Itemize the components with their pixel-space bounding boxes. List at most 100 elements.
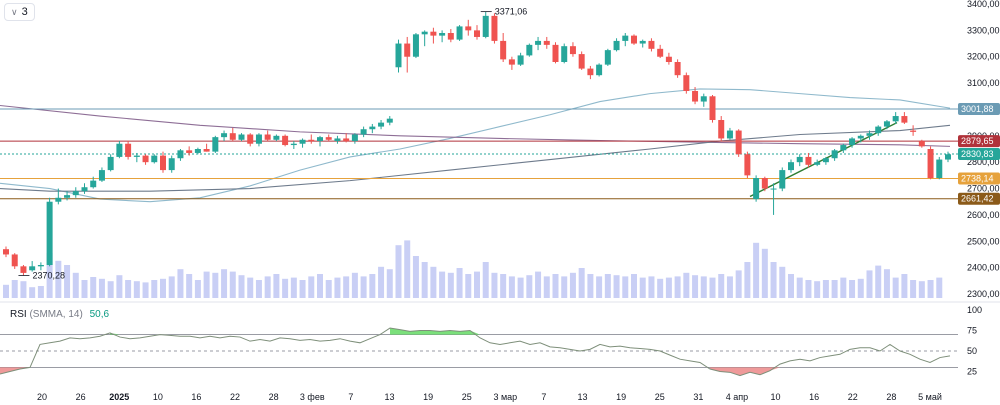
volume-bar: [247, 277, 254, 298]
volume-bar: [814, 281, 821, 298]
volume-bar: [81, 280, 88, 298]
level-price-label: 2738,14: [961, 173, 994, 183]
candle-body: [604, 50, 611, 65]
volume-bar: [395, 245, 402, 298]
candle-body: [412, 34, 419, 57]
volume-bar: [107, 281, 114, 298]
volume-bar: [151, 280, 158, 298]
x-tick-label: 20: [37, 392, 47, 402]
volume-bar: [683, 272, 690, 298]
volume-bar: [875, 265, 882, 298]
volume-bar: [221, 269, 228, 298]
volume-bar: [665, 277, 672, 298]
volume-bar: [343, 276, 350, 298]
candle-body: [857, 135, 864, 139]
volume-bar: [447, 272, 454, 298]
volume-bar: [604, 274, 611, 298]
volume-bar: [500, 274, 507, 298]
volume-bar: [46, 253, 53, 298]
candle-body: [552, 44, 559, 62]
price-tick-label: 3300,00: [967, 25, 1000, 35]
x-tick-label: 5 май: [918, 392, 942, 402]
volume-bar: [526, 275, 533, 298]
candle-body: [369, 126, 376, 130]
x-tick-label: 3 фев: [300, 392, 325, 402]
x-tick-label: 4 апр: [726, 392, 748, 402]
candle-body: [81, 187, 88, 192]
legend-toggle[interactable]: ∨ 3: [4, 3, 35, 21]
candle-body: [168, 158, 175, 171]
volume-bar: [64, 265, 71, 298]
volume-bar: [805, 280, 812, 298]
volume-bar: [264, 276, 271, 298]
volume-bar: [386, 269, 393, 298]
x-tick-label: 10: [153, 392, 163, 402]
candle-body: [814, 162, 821, 165]
candle-body: [3, 249, 9, 255]
candle-body: [744, 154, 751, 176]
level-price-label: 2661,42: [961, 194, 994, 204]
volume-bar: [639, 277, 646, 298]
candle-body: [72, 191, 79, 196]
rsi-value: 50,6: [89, 309, 110, 320]
price-tick-label: 2400,00: [967, 263, 1000, 273]
candle-body: [430, 31, 437, 36]
price-tick-label: 3400,00: [967, 0, 1000, 9]
volume-bar: [29, 287, 36, 298]
candle-body: [692, 91, 699, 102]
candle-body: [116, 143, 123, 157]
candle-body: [918, 141, 925, 147]
volume-bar: [857, 278, 864, 298]
volume-bar: [918, 281, 925, 298]
candle-body: [683, 75, 690, 91]
x-tick-label: 13: [384, 392, 394, 402]
candle-body: [805, 156, 812, 165]
candle-body: [883, 121, 890, 127]
candle-body: [578, 54, 585, 69]
price-tick-label: 2300,00: [967, 289, 1000, 299]
candle-body: [29, 266, 36, 271]
candle-body: [177, 150, 184, 159]
volume-bar: [726, 276, 733, 298]
price-tick-label: 3100,00: [967, 78, 1000, 88]
volume-bar: [831, 280, 838, 298]
candle-body: [317, 137, 323, 142]
candle-body: [290, 143, 297, 146]
volume-bar: [779, 266, 786, 298]
volume-bar: [543, 276, 550, 298]
volume-bar: [709, 277, 716, 298]
candle-body: [674, 62, 681, 76]
candle-body: [186, 150, 193, 153]
candle-body: [491, 15, 498, 41]
legend-count: 3: [21, 6, 28, 18]
volume-bar: [482, 262, 489, 298]
volume-bar: [412, 256, 419, 298]
volume-bar: [142, 282, 149, 298]
volume-bar: [491, 272, 498, 298]
candle-body: [273, 135, 280, 140]
candle-body: [194, 149, 201, 153]
level-price-tag: [958, 102, 1000, 115]
candle-body: [901, 116, 908, 123]
volume-bar: [535, 271, 542, 298]
price-tick-label: 2800,00: [967, 157, 1000, 167]
candle-body: [569, 46, 576, 55]
candle-body: [282, 135, 289, 146]
volume-bar: [761, 248, 768, 298]
candle-body: [535, 40, 542, 45]
candle-body: [849, 138, 856, 146]
volume-bar: [116, 275, 123, 298]
volume-bar: [334, 277, 341, 298]
candle-body: [526, 44, 533, 56]
level-price-tag: [958, 148, 1000, 161]
volume-bar: [203, 271, 210, 298]
candle-body: [639, 40, 646, 44]
volume-bar: [308, 276, 315, 298]
price-tick-label: 2700,00: [967, 184, 1000, 194]
rsi-header: RSI (SMMA, 14) 50,6: [10, 309, 109, 320]
candle-body: [866, 133, 873, 136]
candle-body: [64, 195, 71, 198]
candle-body: [631, 35, 637, 44]
volume-bar: [744, 262, 751, 298]
